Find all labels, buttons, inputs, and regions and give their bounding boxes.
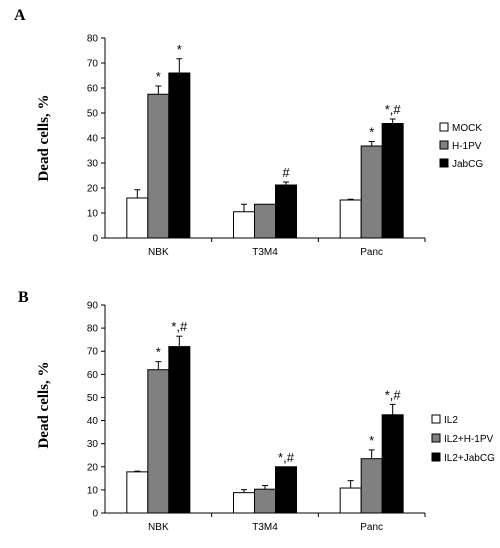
- y-axis-label: Dead cells, %: [36, 94, 52, 181]
- y-tick-label: 30: [87, 439, 99, 450]
- x-tick-label: T3M4: [252, 522, 278, 533]
- significance-label: *: [369, 433, 374, 448]
- y-tick-label: 70: [87, 59, 99, 70]
- x-tick-label: Panc: [360, 247, 383, 258]
- y-tick-label: 10: [87, 209, 99, 220]
- legend-swatch: [439, 122, 449, 132]
- y-tick-label: 40: [87, 416, 99, 427]
- bar-il2-h-1pv-t3m4: [254, 488, 276, 514]
- legend-swatch: [431, 433, 441, 443]
- significance-label: *,#: [278, 450, 295, 465]
- bar-jabcg-panc: [381, 123, 404, 239]
- y-tick-label: 80: [87, 324, 99, 335]
- significance-label: *,#: [171, 319, 188, 334]
- legend-swatch: [439, 158, 449, 168]
- bar-mock-t3m4: [233, 211, 255, 239]
- x-tick-label: NBK: [148, 522, 169, 533]
- bar-h-1pv-nbk: [147, 93, 170, 239]
- x-tick-label: NBK: [148, 247, 169, 258]
- legend-label: H-1PV: [452, 141, 482, 152]
- legend-label: JabCG: [452, 159, 483, 170]
- significance-label: *,#: [385, 102, 402, 117]
- chart-panel-a: A Dead cells, % 0 10 20 30 40 50 60 70 80 NBK * * T3M4…: [14, 7, 483, 258]
- y-tick-label: 60: [87, 370, 99, 381]
- y-axis-label: Dead cells, %: [36, 361, 52, 448]
- y-tick-label: 10: [87, 485, 99, 496]
- panel-letter: A: [14, 7, 26, 24]
- bar-il2-h-1pv-panc: [360, 458, 383, 514]
- y-tick-label: 50: [87, 393, 99, 404]
- y-tick-label: 70: [87, 347, 99, 358]
- bar-mock-panc: [339, 199, 362, 239]
- legend-label: IL2: [444, 415, 458, 426]
- y-tick-label: 40: [87, 134, 99, 145]
- y-tick-label: 20: [87, 462, 99, 473]
- legend-swatch: [439, 140, 449, 150]
- x-tick-label: T3M4: [252, 247, 278, 258]
- y-tick-label: 0: [92, 509, 98, 520]
- bar-il2-t3m4: [233, 492, 255, 514]
- chart-panel-b: B Dead cells, % 0 10 20 30 40 50 60 70 80 90 NBK * *,#…: [18, 289, 495, 533]
- y-tick-label: 60: [87, 84, 99, 95]
- significance-label: *,#: [385, 387, 402, 402]
- significance-label: *: [369, 125, 374, 140]
- legend-label: IL2+JabCG: [444, 453, 495, 464]
- bar-il2-jabcg-panc: [381, 414, 404, 514]
- y-tick-label: 50: [87, 109, 99, 120]
- x-tick-label: Panc: [360, 522, 383, 533]
- legend-swatch: [431, 414, 441, 424]
- y-tick-label: 0: [92, 234, 98, 245]
- significance-label: *: [156, 345, 161, 360]
- legend-label: MOCK: [452, 123, 482, 134]
- bar-h-1pv-panc: [360, 145, 383, 239]
- bar-jabcg-t3m4: [275, 184, 297, 239]
- bar-il2-jabcg-nbk: [168, 346, 191, 514]
- significance-label: *: [177, 42, 182, 57]
- significance-label: *: [156, 69, 161, 84]
- bar-il2-h-1pv-nbk: [147, 369, 170, 514]
- significance-label: #: [282, 165, 290, 180]
- y-tick-label: 80: [87, 34, 99, 45]
- legend-swatch: [431, 452, 441, 462]
- bar-il2-jabcg-t3m4: [275, 466, 297, 514]
- y-tick-label: 90: [87, 301, 99, 312]
- bar-mock-nbk: [126, 197, 149, 239]
- bar-il2-panc: [339, 487, 362, 514]
- y-tick-label: 20: [87, 184, 99, 195]
- legend-label: IL2+H-1PV: [444, 434, 494, 445]
- y-tick-label: 30: [87, 159, 99, 170]
- panel-letter: B: [18, 289, 29, 306]
- bar-h-1pv-t3m4: [254, 203, 276, 239]
- bar-il2-nbk: [126, 471, 149, 514]
- bar-jabcg-nbk: [168, 72, 191, 239]
